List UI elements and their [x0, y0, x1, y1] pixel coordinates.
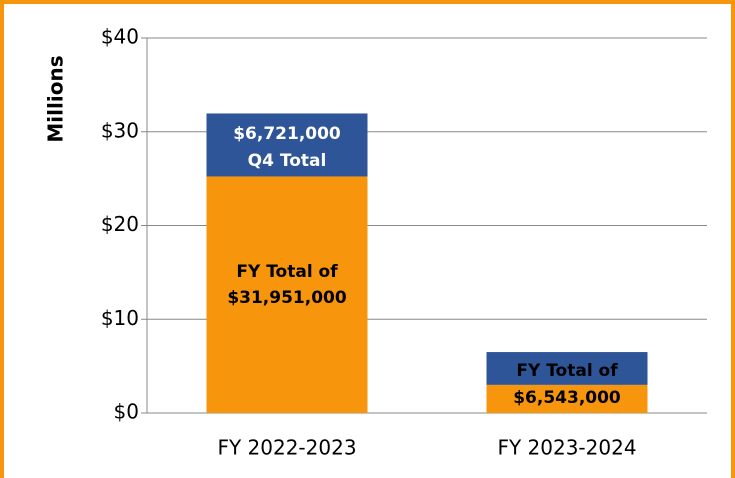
annotation: $31,951,000	[227, 288, 347, 308]
annotation: FY Total of	[516, 361, 618, 381]
bar-segment	[486, 352, 648, 385]
bar-segment	[206, 113, 368, 177]
y-tick-label: $40	[101, 25, 139, 49]
annotation: Q4 Total	[248, 151, 327, 171]
annotation: $6,543,000	[513, 388, 621, 408]
annotation: $6,721,000	[233, 124, 341, 144]
annotation: FY Total of	[236, 262, 338, 282]
y-tick-label: $10	[101, 306, 139, 330]
x-tick-label: FY 2022-2023	[217, 436, 356, 460]
bar-segment	[206, 176, 368, 413]
x-tick-label: FY 2023-2024	[497, 436, 636, 460]
chart: Millions $0 $10 $20 $30 $40 FY 2022-2023 FY 20…	[44, 25, 707, 460]
y-tick-label: $20	[101, 212, 139, 236]
y-axis-label: Millions	[44, 55, 68, 142]
y-tick-label: $0	[114, 400, 139, 424]
y-tick-label: $30	[101, 118, 139, 142]
bar-segment	[486, 384, 648, 413]
